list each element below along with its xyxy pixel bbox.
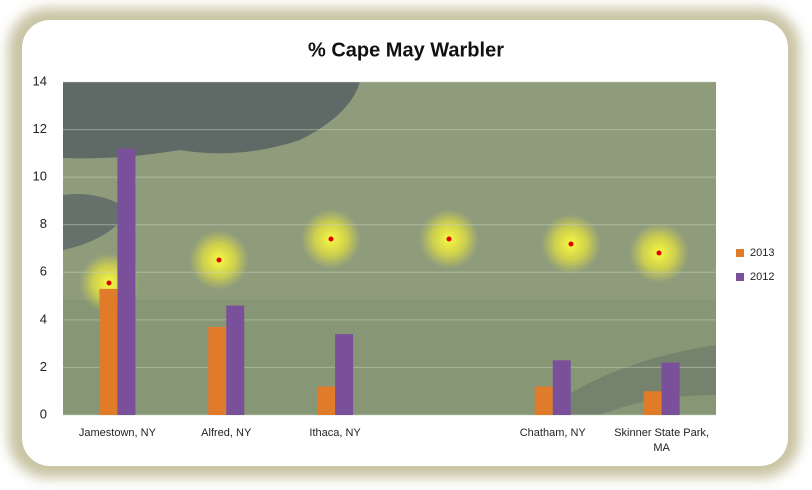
map-background (63, 82, 716, 415)
y-tick-label: 4 (40, 311, 47, 326)
bar (117, 148, 136, 415)
x-tick-label: Chatham, NY (519, 427, 586, 439)
x-tick-label: Ithaca, NY (309, 427, 361, 439)
y-tick-label: 8 (40, 216, 47, 231)
y-tick-label: 0 (40, 406, 47, 421)
plot: 0 2 4 6 8 10 12 14 2013 2012 (33, 73, 775, 421)
y-tick-label: 12 (33, 121, 47, 136)
legend-label: 2013 (750, 247, 774, 259)
site-dot (216, 257, 222, 263)
bar (99, 288, 118, 415)
map-lake (63, 194, 130, 250)
x-tick-label: Jamestown, NY (78, 427, 156, 439)
legend-label: 2012 (750, 271, 774, 283)
legend-swatch (736, 273, 744, 281)
site-dot (656, 250, 662, 256)
site-dot (328, 236, 334, 242)
chart-title: % Cape May Warbler (308, 39, 504, 61)
y-tick-label: 6 (40, 264, 47, 279)
legend-swatch (736, 249, 744, 257)
y-tick-label: 2 (40, 359, 47, 374)
y-tick-label: 14 (33, 73, 47, 88)
bar (335, 334, 354, 415)
bar (661, 362, 680, 415)
site-dot (106, 280, 112, 286)
bar (534, 386, 553, 415)
bar (208, 326, 227, 415)
map-shade (63, 300, 716, 415)
site-dot (446, 236, 452, 242)
site-dot (568, 241, 574, 247)
bar (643, 391, 662, 415)
y-tick-label: 10 (33, 169, 47, 184)
map-lake (63, 82, 360, 159)
bar (552, 360, 571, 415)
x-tick-label: Alfred, NY (201, 427, 252, 439)
bar (226, 305, 245, 415)
bar (317, 386, 336, 415)
x-tick-label: Skinner State Park, MA (614, 427, 709, 454)
